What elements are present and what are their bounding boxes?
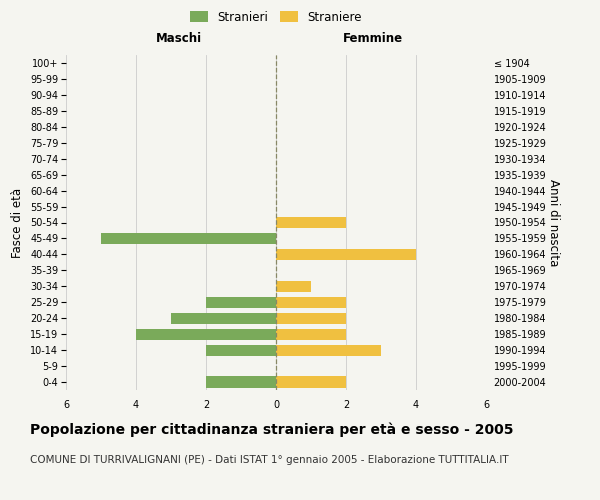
Bar <box>101 233 276 244</box>
Bar <box>206 296 276 308</box>
Text: Maschi: Maschi <box>157 32 202 45</box>
Bar <box>276 296 346 308</box>
Bar <box>206 344 276 356</box>
Text: Popolazione per cittadinanza straniera per età e sesso - 2005: Popolazione per cittadinanza straniera p… <box>30 422 514 437</box>
Bar <box>136 328 276 340</box>
Legend: Stranieri, Straniere: Stranieri, Straniere <box>185 6 367 28</box>
Y-axis label: Anni di nascita: Anni di nascita <box>547 179 560 266</box>
Bar <box>276 217 346 228</box>
Bar <box>276 328 346 340</box>
Y-axis label: Fasce di età: Fasce di età <box>11 188 25 258</box>
Text: Femmine: Femmine <box>343 32 403 45</box>
Bar <box>276 344 381 356</box>
Bar <box>276 280 311 292</box>
Bar <box>276 249 416 260</box>
Text: COMUNE DI TURRIVALIGNANI (PE) - Dati ISTAT 1° gennaio 2005 - Elaborazione TUTTIT: COMUNE DI TURRIVALIGNANI (PE) - Dati IST… <box>30 455 509 465</box>
Bar <box>171 312 276 324</box>
Bar <box>276 312 346 324</box>
Bar <box>276 376 346 388</box>
Bar <box>206 376 276 388</box>
